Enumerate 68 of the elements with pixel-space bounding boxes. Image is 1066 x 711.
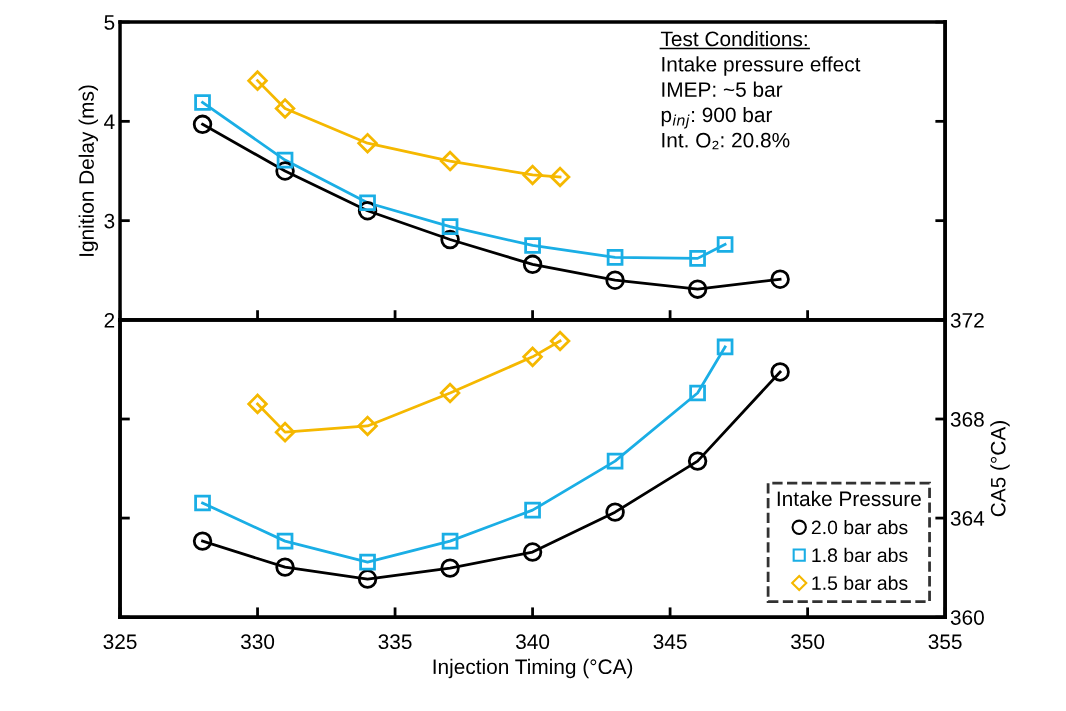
y-tick-label: 2 <box>104 312 115 328</box>
annotation: p$_{inj}$: 900 bar <box>661 106 773 129</box>
x-tick-label: 330 <box>240 634 275 650</box>
x-tick-label: 355 <box>928 634 962 650</box>
point <box>522 164 543 186</box>
point <box>524 237 541 254</box>
y-axis-title: Ignition Delay (ms) <box>78 85 99 256</box>
y-tick-label: 4 <box>104 114 115 129</box>
legend-label: 2.0 bar abs <box>811 519 908 535</box>
point <box>716 236 734 253</box>
point <box>522 542 543 562</box>
annotation: Intake pressure effect <box>662 56 861 76</box>
point <box>689 250 706 267</box>
annotation: Int. O₂: 20.8% <box>662 132 790 150</box>
legend-label: 1.8 bar abs <box>812 547 908 563</box>
point <box>274 98 296 119</box>
point <box>247 393 268 415</box>
x-tick-label: 335 <box>378 634 412 650</box>
point <box>606 249 624 266</box>
point <box>357 415 378 437</box>
x-tick-label: 350 <box>791 634 825 650</box>
point <box>357 569 378 589</box>
y2-tick-label: 372 <box>950 312 984 328</box>
point <box>605 502 625 522</box>
point <box>276 151 294 169</box>
point <box>275 557 295 577</box>
legend-label: 1.5 bar abs <box>812 575 908 590</box>
point <box>770 362 790 382</box>
x-axis-title: Injection Timing (°CA) <box>433 658 633 679</box>
point <box>606 452 624 470</box>
point <box>359 194 376 212</box>
x-tick-label: 345 <box>653 634 687 650</box>
y2-axis-title: CA5 (°CA) <box>990 421 1010 517</box>
legend-title: Intake Pressure <box>777 490 921 507</box>
point <box>441 532 459 550</box>
y-tick-label: 5 <box>104 15 115 30</box>
point <box>716 338 734 356</box>
y2-tick-label: 360 <box>950 610 984 625</box>
point <box>522 254 543 275</box>
point <box>440 558 460 578</box>
point <box>357 132 378 154</box>
point <box>687 451 708 471</box>
point <box>687 279 708 299</box>
point <box>549 330 571 352</box>
point <box>194 94 211 111</box>
point <box>549 166 571 188</box>
annotation: IMEP: ~5 bar <box>662 81 783 97</box>
y2-tick-label: 368 <box>950 412 984 427</box>
point <box>439 382 461 404</box>
point <box>359 553 376 571</box>
point <box>522 346 543 368</box>
annotation: Test Conditions: <box>660 30 807 47</box>
point <box>194 494 211 512</box>
point <box>274 421 296 443</box>
point <box>689 384 706 402</box>
point <box>770 269 790 289</box>
point <box>192 114 213 135</box>
x-tick-label: 325 <box>103 634 137 650</box>
point <box>247 70 268 91</box>
point <box>276 532 294 550</box>
x-tick-label: 340 <box>515 634 550 650</box>
point <box>192 531 213 551</box>
point <box>439 150 461 172</box>
point <box>524 501 541 519</box>
y2-tick-label: 364 <box>950 511 985 526</box>
point <box>441 218 459 235</box>
point <box>605 270 625 290</box>
y-tick-label: 3 <box>104 213 115 229</box>
